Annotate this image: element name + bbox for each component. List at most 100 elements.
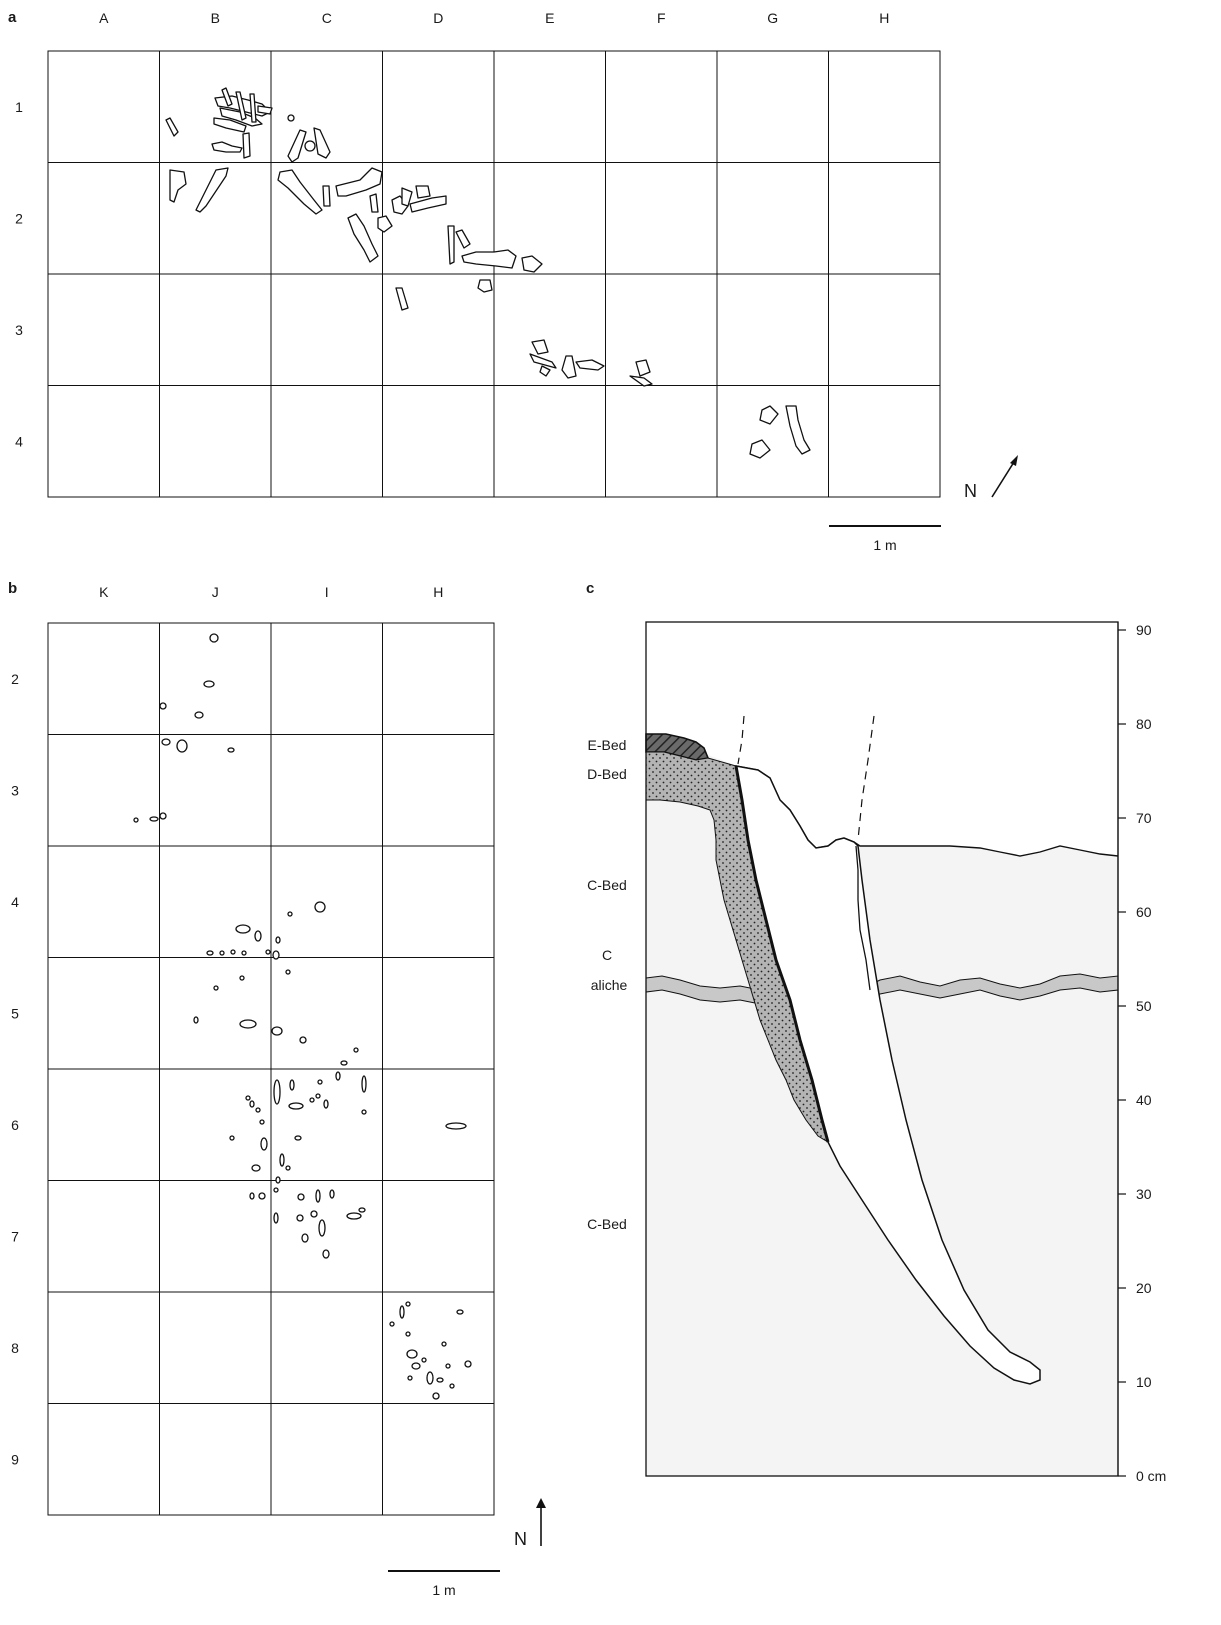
bone-fragment [193,1016,199,1024]
bone-fragment [203,680,215,688]
row-label-2: 2 [15,210,23,226]
bone-cluster-b1 [165,87,273,159]
panel-a: a A B C D E F G H 1 2 3 4 [8,9,1018,553]
panel-c: c E-Bed D-Bed C-Bed C aliche C-Bed 90 80 [586,580,1166,1484]
bone-fragment [296,1214,304,1222]
bone-fragment [361,1075,367,1093]
bone-fragment [335,1071,341,1081]
bone-fragment [441,1341,447,1347]
bone-fragment [389,1321,395,1327]
bone-fragment [329,1189,335,1199]
bone-fragment [194,711,204,719]
bone-fragment [272,950,280,960]
row-label-b-3: 3 [11,782,19,798]
bone-fragment [405,1301,411,1307]
bone-fragment [258,1192,266,1200]
bone-fragment [309,1097,315,1103]
depth-scale: 90 80 70 60 50 40 30 20 10 0 cm [1117,622,1166,1484]
bone-fragment [315,1189,321,1203]
row-label-b-6: 6 [11,1117,19,1133]
label-caliche-2: aliche [591,977,628,993]
bone-fragment [464,1360,472,1368]
depth-tick-label: 0 cm [1136,1468,1166,1484]
bone-fragment [245,1095,251,1101]
column-label-g: G [767,10,778,26]
panel-b-row-labels: 2 3 4 5 6 7 8 9 [11,671,19,1468]
row-label-b-5: 5 [11,1005,19,1021]
scale-label-b: 1 m [432,1582,455,1598]
bone-fragment [310,1210,318,1218]
bone-fragment [235,924,251,934]
bone-fragment [399,1305,405,1319]
bone-fragment [271,1026,283,1036]
bone-fragment [254,930,262,942]
row-label-1: 1 [15,99,23,115]
bone-fragment [273,1212,279,1224]
scale-label-a: 1 m [873,537,896,553]
row-label-3: 3 [15,322,23,338]
bone-fragment [353,1047,359,1053]
column-label-e: E [545,10,554,26]
bone-fragment [149,816,159,822]
bone-fragment [287,911,293,917]
column-label-b-i: I [325,584,329,600]
column-label-d: D [433,10,443,26]
depth-tick-label: 90 [1136,622,1152,638]
bone-fragment [249,1100,255,1108]
bone-fragment [159,702,167,710]
bone-fragment [294,1135,302,1141]
panel-a-row-labels: 1 2 3 4 [15,99,23,450]
bone-fragment [358,1207,366,1213]
bone-fragment [161,738,171,746]
bone-fragment [407,1375,413,1381]
bone-fragment [249,1192,255,1200]
depth-tick-label: 40 [1136,1092,1152,1108]
bone-fragment [251,1164,261,1172]
bone-fragment [301,1233,309,1243]
bone-fragment [315,1093,321,1099]
bone-fragment [445,1122,467,1130]
bone-fragment [279,1153,285,1167]
panel-b-scale-bar: 1 m [388,1570,500,1598]
column-label-b: B [211,10,220,26]
label-c-bed-lower: C-Bed [587,1216,627,1232]
bone-cluster-b2-d2 [169,167,543,293]
bone-fragment [297,1193,305,1201]
column-label-a: A [99,10,109,26]
bone-fragment [406,1349,418,1359]
north-label-a: N [964,481,977,501]
bone-fragment [449,1383,455,1389]
panel-a-grid [47,50,941,498]
column-label-b-k: K [99,584,109,600]
column-label-h: H [879,10,889,26]
bone-fragment [273,1079,281,1105]
label-c-bed-upper: C-Bed [587,877,627,893]
bone-cluster-g4 [749,405,811,459]
panel-b-label: b [8,580,17,597]
bone-fragment [159,812,167,820]
bone-fragment [219,950,225,956]
bone-fragment [260,1137,268,1151]
bone-fragment [405,1331,411,1337]
bone-fragment [322,1249,330,1259]
bone-fragment [426,1371,434,1385]
bone-fragment [299,1036,307,1044]
column-label-b-j: J [212,584,219,600]
row-label-b-8: 8 [11,1340,19,1356]
bone-fragment [289,1079,295,1091]
bone-fragment [275,1176,281,1184]
column-label-f: F [657,10,666,26]
north-label-b: N [514,1529,527,1549]
bone-fragment [288,1102,304,1110]
bone-fragment [445,1363,451,1369]
depth-tick-label: 50 [1136,998,1152,1014]
panel-a-scale-bar: 1 m [829,525,941,553]
bone-fragment [259,1119,265,1125]
bone-fragment [411,1362,421,1370]
depth-tick-label: 60 [1136,904,1152,920]
bone-fragment [318,1219,326,1237]
label-e-bed: E-Bed [588,737,627,753]
label-d-bed: D-Bed [587,766,627,782]
panel-a-column-labels: A B C D E F G H [99,10,889,26]
